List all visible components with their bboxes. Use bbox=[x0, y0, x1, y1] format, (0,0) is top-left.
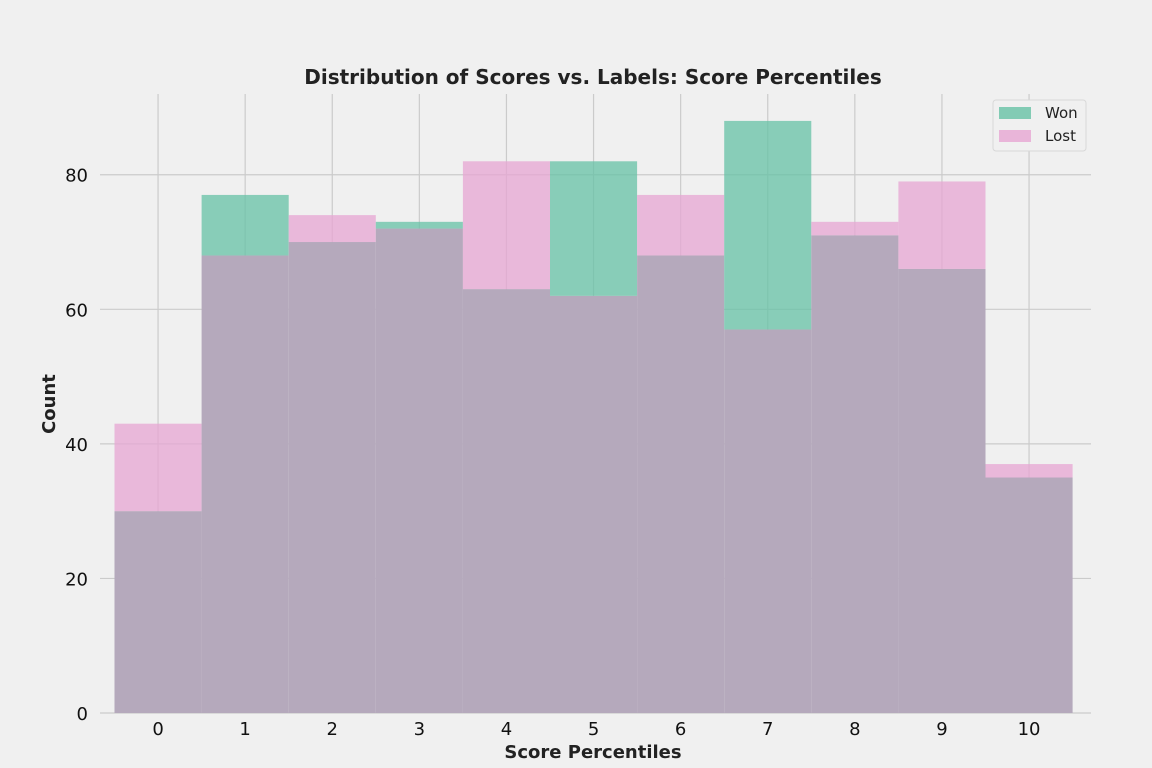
x-tick-label: 3 bbox=[414, 719, 425, 740]
y-tick-label: 40 bbox=[65, 435, 88, 456]
bar-overlap-10 bbox=[985, 477, 1073, 713]
x-tick-label: 1 bbox=[239, 719, 250, 740]
legend-swatch-won bbox=[999, 107, 1031, 119]
bar-lost-0 bbox=[114, 423, 202, 512]
legend: Won Lost bbox=[992, 99, 1087, 152]
bar-won-3 bbox=[375, 221, 463, 229]
bar-won-5 bbox=[550, 161, 638, 296]
x-tick-label: 7 bbox=[762, 719, 773, 740]
bar-overlap-9 bbox=[898, 268, 986, 713]
bar-lost-2 bbox=[288, 215, 376, 243]
x-tick-label: 9 bbox=[936, 719, 947, 740]
y-tick-label: 0 bbox=[77, 704, 88, 725]
bar-overlap-2 bbox=[288, 242, 376, 714]
bar-won-1 bbox=[201, 194, 289, 256]
y-tick-label: 20 bbox=[65, 569, 88, 590]
bar-lost-4 bbox=[462, 161, 550, 290]
x-tick-label: 10 bbox=[1018, 719, 1041, 740]
bar-overlap-1 bbox=[201, 255, 289, 713]
bar-overlap-0 bbox=[114, 511, 202, 713]
x-tick-label: 6 bbox=[675, 719, 686, 740]
y-tick-label: 80 bbox=[65, 166, 88, 187]
y-tick-label: 60 bbox=[65, 300, 88, 321]
legend-swatch-lost bbox=[999, 130, 1031, 142]
bar-overlap-6 bbox=[637, 255, 725, 713]
chart-title: Distribution of Scores vs. Labels: Score… bbox=[304, 65, 881, 89]
bar-lost-8 bbox=[811, 221, 899, 236]
y-axis-label: Count bbox=[39, 374, 60, 434]
bar-overlap-5 bbox=[550, 295, 638, 713]
legend-label-won: Won bbox=[1045, 104, 1078, 122]
bar-overlap-4 bbox=[462, 289, 550, 713]
bar-overlap-8 bbox=[811, 235, 899, 714]
bar-overlap-7 bbox=[724, 329, 812, 713]
tick-labels: 0 20 40 60 80 0 1 2 3 4 5 6 7 8 9 10 bbox=[65, 166, 1040, 740]
x-tick-label: 5 bbox=[588, 719, 599, 740]
x-tick-label: 4 bbox=[501, 719, 512, 740]
bar-lost-6 bbox=[637, 194, 725, 256]
x-axis-label: Score Percentiles bbox=[504, 742, 681, 763]
x-tick-label: 8 bbox=[849, 719, 860, 740]
bar-lost-10 bbox=[985, 464, 1073, 478]
bar-overlap-3 bbox=[375, 228, 463, 713]
bars bbox=[114, 120, 1073, 714]
legend-label-lost: Lost bbox=[1045, 127, 1076, 145]
bar-lost-9 bbox=[898, 181, 986, 269]
bar-won-7 bbox=[724, 120, 812, 330]
x-tick-label: 2 bbox=[327, 719, 338, 740]
x-tick-label: 0 bbox=[152, 719, 163, 740]
